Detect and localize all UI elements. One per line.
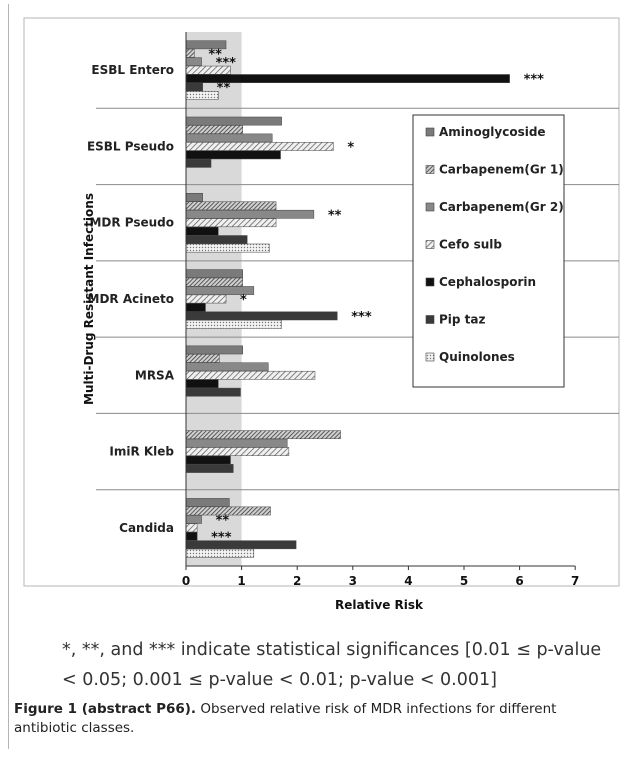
bar-mdr-acineto-pip-taz bbox=[185, 311, 338, 321]
bar-mdr-pseudo-aminoglycoside bbox=[185, 193, 203, 202]
x-tick-label: 5 bbox=[460, 574, 468, 588]
bar-candida-cefo-sulb bbox=[185, 523, 198, 533]
bar-mrsa-pip-taz bbox=[185, 387, 241, 397]
bar-mrsa-carbapenem-gr-2 bbox=[185, 362, 269, 372]
category-label: ESBL Pseudo bbox=[87, 139, 174, 153]
legend-label: Quinolones bbox=[439, 350, 515, 364]
bar-imir-kleb-carbapenem-gr-2 bbox=[185, 438, 288, 448]
significance-mark: ** bbox=[328, 208, 342, 223]
legend-swatch bbox=[425, 315, 435, 324]
x-tick-label: 1 bbox=[237, 574, 245, 588]
significance-mark: *** bbox=[351, 310, 372, 325]
x-tick-label: 0 bbox=[182, 574, 190, 588]
figure-caption: Figure 1 (abstract P66). Observed relati… bbox=[14, 700, 614, 738]
bar-esbl-entero-cephalosporin bbox=[185, 74, 510, 83]
bar-esbl-entero-quinolones bbox=[185, 91, 219, 100]
bar-mdr-pseudo-cefo-sulb bbox=[185, 218, 277, 228]
bar-mdr-acineto-aminoglycoside bbox=[185, 269, 243, 278]
bar-mrsa-carbapenem-gr-1 bbox=[185, 354, 220, 363]
bar-esbl-pseudo-cefo-sulb bbox=[185, 142, 334, 151]
bar-esbl-pseudo-pip-taz bbox=[185, 158, 212, 168]
plot-border bbox=[23, 17, 620, 587]
significance-mark: ** bbox=[208, 47, 222, 62]
bar-candida-pip-taz bbox=[185, 540, 297, 550]
category-label: MDR Acineto bbox=[88, 292, 175, 306]
category-label: Candida bbox=[119, 521, 174, 535]
bar-mdr-acineto-carbapenem-gr-1 bbox=[185, 277, 243, 287]
caption-text: Observed relative risk of MDR infections… bbox=[14, 701, 557, 736]
bar-candida-carbapenem-gr-2 bbox=[185, 515, 202, 524]
bar-mdr-pseudo-carbapenem-gr-2 bbox=[185, 209, 315, 219]
bar-esbl-pseudo-carbapenem-gr-2 bbox=[185, 133, 273, 143]
bar-mdr-pseudo-pip-taz bbox=[185, 235, 248, 244]
significance-mark: ** bbox=[217, 81, 231, 96]
bar-esbl-pseudo-aminoglycoside bbox=[185, 116, 282, 126]
bar-imir-kleb-pip-taz bbox=[185, 464, 234, 473]
legend-label: Aminoglycoside bbox=[439, 125, 546, 139]
legend-label: Carbapenem(Gr 1) bbox=[439, 163, 564, 177]
significance-note: *, **, and *** indicate statistical sign… bbox=[62, 640, 602, 690]
x-tick-label: 4 bbox=[404, 574, 412, 588]
bar-imir-kleb-carbapenem-gr-1 bbox=[185, 430, 341, 440]
category-label: ImiR Kleb bbox=[109, 445, 174, 459]
caption-lead: Figure 1 (abstract P66). bbox=[14, 701, 197, 717]
category-label: ESBL Entero bbox=[91, 63, 174, 77]
x-tick-label: 7 bbox=[571, 574, 579, 588]
legend-swatch bbox=[425, 277, 435, 287]
bar-esbl-entero-carbapenem-gr-2 bbox=[185, 57, 202, 67]
bar-mrsa-aminoglycoside bbox=[185, 345, 243, 355]
bar-mdr-acineto-quinolones bbox=[185, 320, 282, 329]
bar-mdr-pseudo-cephalosporin bbox=[185, 226, 219, 236]
legend-swatch bbox=[425, 127, 435, 137]
significance-mark: *** bbox=[216, 56, 237, 71]
bar-mdr-acineto-cephalosporin bbox=[185, 303, 206, 312]
x-tick-label: 2 bbox=[293, 574, 301, 588]
x-tick-label: 6 bbox=[515, 574, 523, 588]
legend-swatch bbox=[425, 240, 435, 249]
bar-mdr-pseudo-carbapenem-gr-1 bbox=[185, 201, 277, 211]
bar-imir-kleb-cefo-sulb bbox=[185, 447, 290, 456]
significance-mark: *** bbox=[211, 530, 232, 545]
legend-swatch bbox=[425, 352, 435, 362]
bar-candida-aminoglycoside bbox=[185, 498, 230, 507]
category-label: MRSA bbox=[135, 368, 175, 382]
bar-mdr-acineto-cefo-sulb bbox=[185, 294, 227, 304]
bar-esbl-pseudo-carbapenem-gr-1 bbox=[185, 125, 243, 134]
bar-candida-quinolones bbox=[185, 548, 255, 558]
y-axis-title: Multi-Drug Resistant Infections bbox=[82, 193, 96, 405]
x-axis-title: Relative Risk bbox=[335, 598, 424, 612]
x-tick-label: 3 bbox=[349, 574, 357, 588]
legend-label: Cefo sulb bbox=[439, 238, 502, 252]
significance-mark: *** bbox=[524, 73, 545, 88]
bar-mrsa-cephalosporin bbox=[185, 379, 219, 389]
category-label: MDR Pseudo bbox=[89, 216, 174, 230]
bar-mrsa-cefo-sulb bbox=[185, 370, 316, 380]
significance-mark: ** bbox=[216, 514, 230, 529]
legend-label: Carbapenem(Gr 2) bbox=[439, 200, 564, 214]
bar-imir-kleb-cephalosporin bbox=[185, 455, 231, 465]
bar-esbl-entero-pip-taz bbox=[185, 82, 203, 92]
bar-esbl-pseudo-cephalosporin bbox=[185, 150, 281, 160]
bar-mdr-pseudo-quinolones bbox=[185, 243, 270, 253]
bar-esbl-entero-carbapenem-gr-1 bbox=[185, 48, 195, 58]
legend-label: Cephalosporin bbox=[439, 275, 536, 289]
legend-box bbox=[412, 114, 565, 388]
bar-candida-cephalosporin bbox=[185, 531, 198, 541]
significance-mark: * bbox=[240, 293, 247, 308]
legend-swatch bbox=[425, 202, 435, 212]
legend-swatch bbox=[425, 165, 435, 174]
figure-frame bbox=[8, 4, 629, 749]
significance-mark: * bbox=[347, 141, 354, 156]
legend-label: Pip taz bbox=[439, 313, 486, 327]
